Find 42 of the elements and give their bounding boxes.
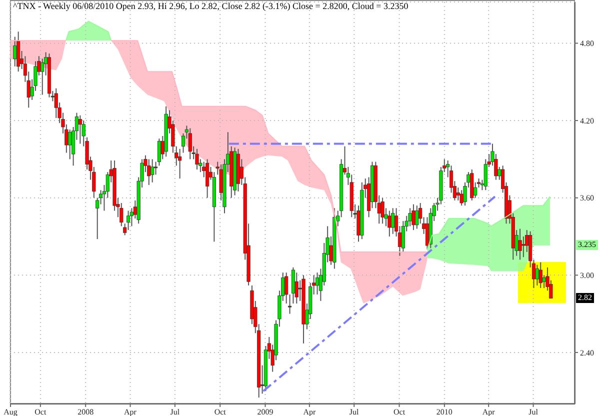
x-tick-label: Jul xyxy=(170,408,180,416)
x-tick-label: Jul xyxy=(349,408,360,416)
annotation: 3.235 xyxy=(576,240,598,250)
candlestick xyxy=(518,228,522,260)
x-tick-label: Jul xyxy=(528,408,539,416)
x-tick-label: Oct xyxy=(214,408,227,416)
candlestick xyxy=(150,158,154,183)
y-tick-label: 4.20 xyxy=(580,116,594,126)
y-tick-label: 4.80 xyxy=(580,39,594,48)
candlestick xyxy=(206,158,210,198)
candlestick xyxy=(522,236,526,258)
candlestick xyxy=(154,161,158,176)
candlestick xyxy=(78,114,82,144)
candlestick xyxy=(178,148,182,180)
candlestick xyxy=(415,205,419,230)
candlestick xyxy=(195,148,199,170)
candlestick xyxy=(13,36,17,67)
candlestick xyxy=(126,210,130,231)
x-tick-label: Apr xyxy=(482,408,496,416)
candlestick xyxy=(315,272,320,295)
candlestick xyxy=(68,129,72,160)
candlestick xyxy=(147,158,151,186)
x-tick-label: 2009 xyxy=(257,408,274,416)
candlestick xyxy=(291,266,296,304)
x-tick-label: Apr xyxy=(303,408,316,416)
candlestick xyxy=(391,208,395,234)
candlestick xyxy=(538,262,542,289)
candlestick xyxy=(380,197,384,224)
candlestick xyxy=(412,204,416,231)
candlestick xyxy=(188,128,192,160)
candlestick xyxy=(388,210,392,237)
chart-title: ^TNX - Weekly 06/08/2010 Open 2.93, Hi 2.96, Lo 2.82, Close 2.82 (-3.1%) Close = 2.8200, Cloud = 3.2350 xyxy=(13,1,408,11)
x-tick-label: Oct xyxy=(393,408,406,416)
y-tick-label: 2.40 xyxy=(580,348,594,358)
x-tick-label: 2008 xyxy=(78,408,94,416)
x-tick-label: Oct xyxy=(34,408,47,416)
x-tick-label: Apr xyxy=(124,408,137,416)
y-tick-label: 3.60 xyxy=(580,194,594,203)
annotation: 2.82 xyxy=(576,293,594,304)
y-tick-label: 3.00 xyxy=(580,270,594,280)
x-tick-label: 2010 xyxy=(436,408,452,416)
x-tick-label: Aug xyxy=(4,408,18,416)
